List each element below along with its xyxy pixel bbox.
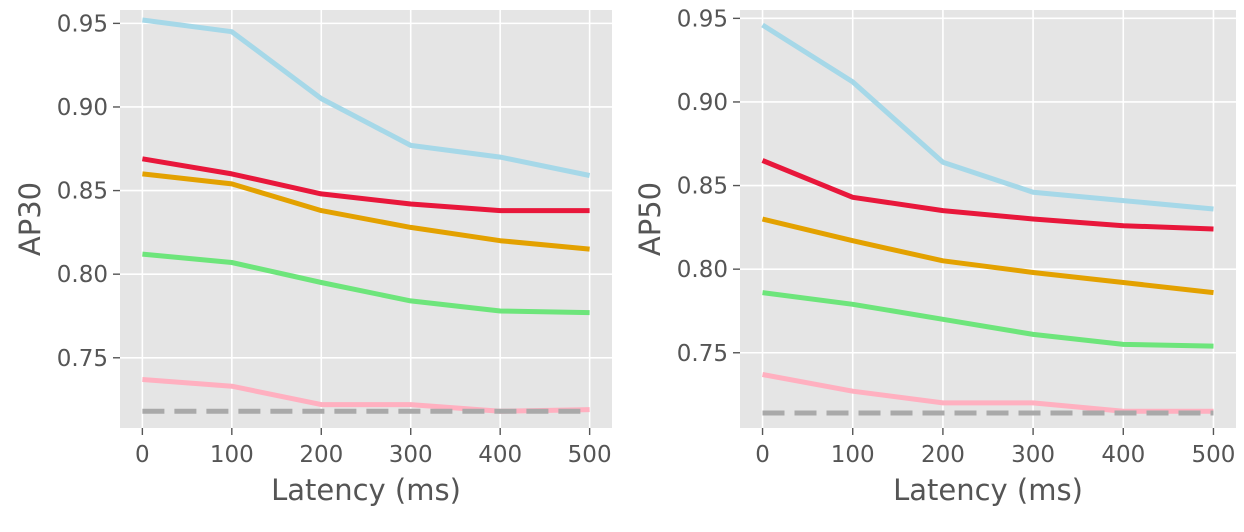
series-line-orange [761,216,1214,296]
x-tick-label: 0 [135,442,150,468]
x-tick-label: 100 [210,442,254,468]
y-axis-label: AP50 [633,182,667,256]
y-tick-label: 0.85 [677,174,728,200]
x-tick-label: 400 [478,442,522,468]
y-axis-label: AP30 [13,182,47,256]
series-line-red [141,156,590,214]
chart-ap50: 0 100 200 300 400 500 0.75 0.80 0.85 0.90 0.95 Late… [633,6,1236,507]
y-tick-label: 0.95 [677,6,728,32]
series-line-pink [762,372,1214,414]
y-tick-label: 0.80 [57,262,108,288]
series-line-light-blue [142,17,591,178]
x-tick-label: 200 [299,442,343,468]
x-tick-label: 500 [568,442,612,468]
x-tick-label: 500 [1192,442,1236,468]
x-tick-label: 200 [921,442,965,468]
x-axis-label: Latency (ms) [893,473,1083,507]
plot-area [740,10,1236,428]
x-tick-label: 100 [831,442,875,468]
x-axis-label: Latency (ms) [271,473,461,507]
series-line-green [142,251,590,316]
series-line-green [762,290,1214,349]
y-tick-label: 0.90 [677,90,728,116]
series-line-red [761,158,1214,232]
x-tick-label: 400 [1101,442,1145,468]
y-tick-label: 0.95 [57,11,108,37]
x-tick-label: 300 [389,442,433,468]
series-line-light-blue [761,22,1214,212]
y-tick-label: 0.75 [677,341,728,367]
y-tick-label: 0.85 [57,179,108,205]
y-tick-label: 0.80 [677,257,728,283]
series-line-orange [142,171,590,252]
y-tick-label: 0.90 [57,95,108,121]
y-tick-label: 0.75 [57,346,108,372]
chart-ap30: 0 100 200 300 400 500 0.75 0.80 0.85 0.90 0.95 Late… [13,10,612,507]
x-tick-label: 0 [755,442,770,468]
x-tick-label: 300 [1011,442,1055,468]
